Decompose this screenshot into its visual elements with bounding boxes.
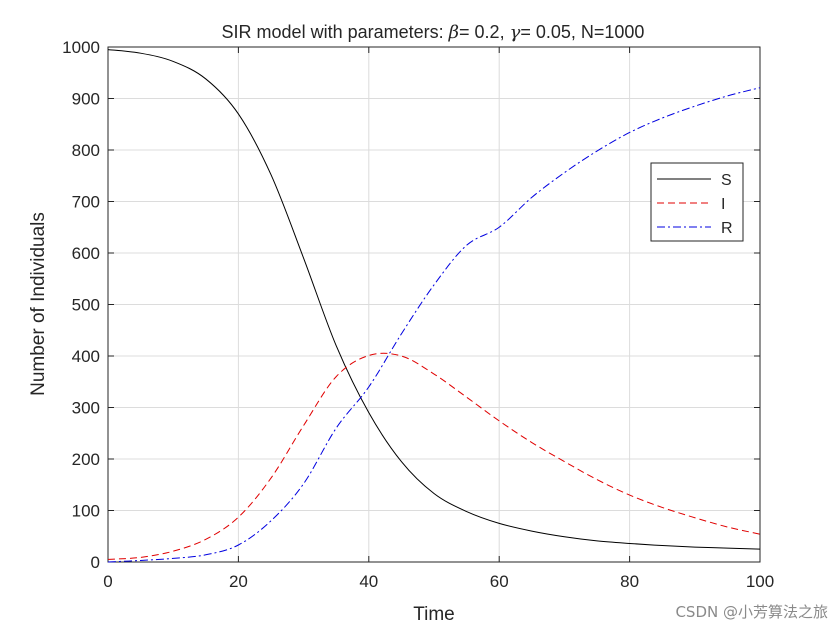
y-tick-label: 100 <box>72 502 100 521</box>
series-line-r <box>107 87 761 563</box>
legend-box <box>650 162 744 242</box>
series-line-s <box>107 49 761 550</box>
series-line-i <box>107 352 761 560</box>
y-tick-label: 300 <box>72 399 100 418</box>
legend-label: I <box>721 196 725 213</box>
y-tick-label: 700 <box>72 193 100 212</box>
y-tick-label: 800 <box>72 141 100 160</box>
x-tick-label: 60 <box>490 572 509 591</box>
axis-ticks: 0 20 40 60 80 1000100200300400500600700800900… <box>62 38 774 591</box>
chart-title: SIR model with parameters: β= 0.2, γ= 0.… <box>222 22 645 43</box>
y-tick-label: 200 <box>72 450 100 469</box>
y-tick-label: 500 <box>72 296 100 315</box>
y-tick-label: 1000 <box>62 38 100 57</box>
y-tick-label: 900 <box>72 90 100 109</box>
x-tick-label: 20 <box>229 572 248 591</box>
y-axis-label: Number of Individuals <box>28 212 49 396</box>
y-tick-label: 0 <box>91 553 100 572</box>
legend-label: S <box>721 172 732 189</box>
x-axis-label: Time <box>413 604 455 625</box>
legend-label: R <box>721 220 733 237</box>
y-tick-label: 400 <box>72 347 100 366</box>
x-tick-label: 40 <box>359 572 378 591</box>
x-tick-label: 80 <box>620 572 639 591</box>
series-lines <box>107 49 761 563</box>
y-tick-label: 600 <box>72 244 100 263</box>
x-tick-label: 0 <box>103 572 112 591</box>
grid-lines <box>108 47 760 562</box>
watermark: CSDN @小芳算法之旅 <box>675 603 828 621</box>
legend: SIR <box>650 162 744 242</box>
x-tick-label: 100 <box>746 572 774 591</box>
